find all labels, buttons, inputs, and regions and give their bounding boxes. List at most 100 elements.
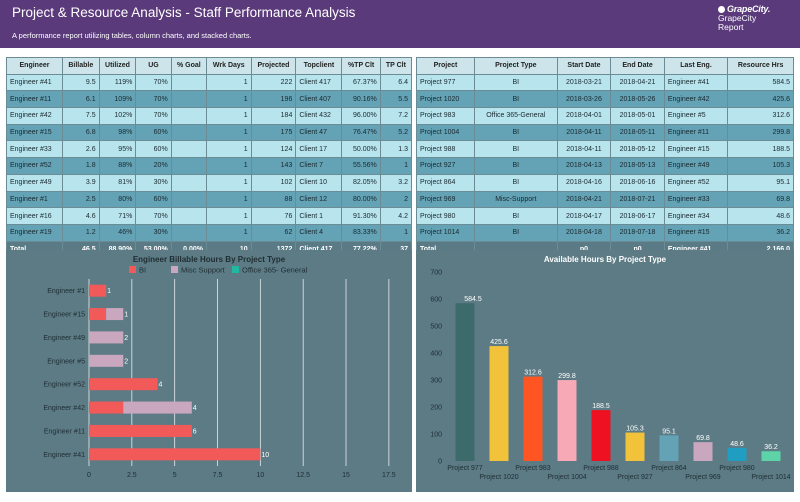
engineer-table-cell: Engineer #41 — [6, 73, 63, 92]
engineer-table-cell: 1 — [206, 157, 252, 175]
engineer-table-cell: 3.9 — [61, 173, 100, 192]
engineer-table-cell: 70% — [135, 90, 172, 109]
project-table-cell: Engineer #11 — [663, 123, 729, 142]
legend-label: BI — [139, 266, 146, 275]
engineer-table-cell: 1.3 — [379, 140, 413, 159]
x-tick-label: Project 983 — [515, 465, 551, 472]
project-table-cell: Engineer #15 — [663, 140, 729, 159]
engineer-table-cell: 95% — [98, 140, 137, 159]
x-tick-label: Project 988 — [583, 465, 619, 472]
report-subtitle: A performance report utilizing tables, c… — [12, 31, 252, 40]
engineer-table-panel: Engineer Billable Utilized UG% Goal Wrk Days… — [6, 57, 413, 259]
y-tick-label: 400 — [430, 351, 442, 358]
engineer-table-cell: 1 — [206, 223, 252, 242]
report-header: Project & Resource Analysis - Staff Perf… — [0, 0, 800, 48]
data-label: 69.8 — [696, 435, 710, 442]
engineer-table-cell: 55.56% — [341, 157, 381, 175]
project-table-header-cell: Project Type — [473, 57, 558, 75]
engineer-table-cell: Engineer #16 — [6, 207, 63, 225]
engineer-table-cell: 71% — [98, 207, 137, 225]
engineer-table-cell: 1 — [206, 190, 252, 209]
engineer-table-cell: Engineer #52 — [6, 157, 63, 175]
data-label: 188.5 — [592, 403, 610, 410]
data-label: 95.1 — [662, 428, 676, 435]
engineer-table-cell: 5.5 — [379, 90, 413, 109]
project-table-cell: 2018-04-11 — [556, 140, 612, 159]
engineer-table-row: Engineer #49 3.9 81% 30% 1 102 Client 10 82.05%… — [6, 173, 413, 192]
engineer-table-cell: Client 1 — [295, 207, 343, 225]
engineer-table-cell: 9.5 — [61, 73, 100, 92]
engineer-table-cell: 2 — [379, 190, 413, 209]
x-tick-label: Project 864 — [651, 465, 687, 472]
bar — [591, 410, 611, 461]
engineer-table-cell: 102% — [98, 107, 137, 125]
data-label: 299.8 — [558, 373, 576, 380]
y-tick-label: 100 — [430, 432, 442, 439]
engineer-table-row: Engineer #19 1.2 46% 30% 1 62 Client 4 83.33% 1 — [6, 223, 413, 242]
engineer-table-cell: 2.5 — [61, 190, 100, 209]
project-table-header-cell: Resource Hrs — [727, 57, 794, 75]
project-table-cell: Engineer #33 — [663, 190, 729, 209]
y-tick-label: Engineer #42 — [43, 405, 85, 412]
project-table-cell: Project 1004 — [416, 123, 475, 142]
engineer-table-header-cell: Billable — [61, 57, 100, 75]
x-tick-label: Project 1004 — [547, 474, 586, 481]
engineer-table-row: Engineer #11 6.1 109% 70% 1 196 Client 407 90.1… — [6, 90, 413, 109]
engineer-table-cell: 7.5 — [61, 107, 100, 125]
engineer-table-header-cell: Wrk Days — [206, 57, 252, 75]
project-table-cell: Engineer #41 — [663, 73, 729, 92]
project-table-row: Project 969 Misc-Support 2018-04-21 2018-07… — [416, 190, 794, 209]
engineer-table-cell: 2.6 — [61, 140, 100, 159]
chart-title: Available Hours By Project Type — [544, 255, 667, 264]
engineer-table-cell: 119% — [98, 73, 137, 92]
x-tick-label: 5 — [173, 472, 177, 479]
engineer-table-cell: 5.2 — [379, 123, 413, 142]
x-tick-label: 0 — [87, 472, 91, 479]
project-table-cell: 584.5 — [727, 73, 794, 92]
engineer-table-cell: Client 47 — [295, 123, 343, 142]
engineer-table-cell: 1 — [206, 107, 252, 125]
engineer-table-cell: 1 — [206, 73, 252, 92]
data-label: 10 — [261, 452, 269, 459]
report-title: Project & Resource Analysis - Staff Perf… — [12, 5, 356, 20]
engineer-table-cell: 60% — [135, 190, 172, 209]
project-table-cell: 2018-05-13 — [610, 157, 665, 175]
project-table-cell: Project 1020 — [416, 90, 475, 109]
engineer-table-cell: 20% — [135, 157, 172, 175]
data-label: 584.5 — [464, 296, 482, 303]
bar-segment — [89, 308, 107, 321]
grape-icon — [718, 6, 725, 13]
engineer-table-header-cell: TP Clt — [379, 57, 413, 75]
project-table-cell: 69.8 — [727, 190, 794, 209]
project-table-cell: Project 1014 — [416, 223, 475, 242]
bar-segment — [89, 424, 192, 437]
data-label: 425.6 — [490, 339, 508, 346]
engineer-table-row: Engineer #16 4.6 71% 70% 1 76 Client 1 91.30% 4.… — [6, 207, 413, 225]
project-table-cell: BI — [473, 123, 558, 142]
bar-segment — [106, 308, 124, 321]
engineer-table-header-cell: % Goal — [170, 57, 208, 75]
data-label: 105.3 — [626, 426, 644, 433]
engineer-table-cell: 60% — [135, 123, 172, 142]
y-tick-label: 200 — [430, 405, 442, 412]
project-table-cell: Engineer #52 — [663, 173, 729, 192]
project-table-cell: Office 365-General — [473, 107, 558, 125]
engineer-table-row: Engineer #33 2.6 95% 60% 1 124 Client 17 50.00%… — [6, 140, 413, 159]
project-table-cell: Engineer #34 — [663, 207, 729, 225]
engineer-table-header-cell: Utilized — [98, 57, 137, 75]
engineer-table-cell — [170, 90, 208, 109]
engineer-table-cell — [170, 207, 208, 225]
x-tick-label: 17.5 — [382, 472, 396, 479]
data-label: 312.6 — [524, 370, 542, 377]
project-table-cell: 2018-05-26 — [610, 90, 665, 109]
engineer-table-cell: 6.4 — [379, 73, 413, 92]
engineer-table-cell: 50.00% — [341, 140, 381, 159]
engineer-table-cell — [170, 157, 208, 175]
engineer-table-cell: 81% — [98, 173, 137, 192]
engineer-table-cell: 1 — [206, 90, 252, 109]
bar — [727, 447, 747, 461]
bar-segment — [123, 401, 192, 414]
engineer-table-cell: 88 — [250, 190, 297, 209]
engineer-table-cell: 70% — [135, 107, 172, 125]
project-table-cell: BI — [473, 73, 558, 92]
